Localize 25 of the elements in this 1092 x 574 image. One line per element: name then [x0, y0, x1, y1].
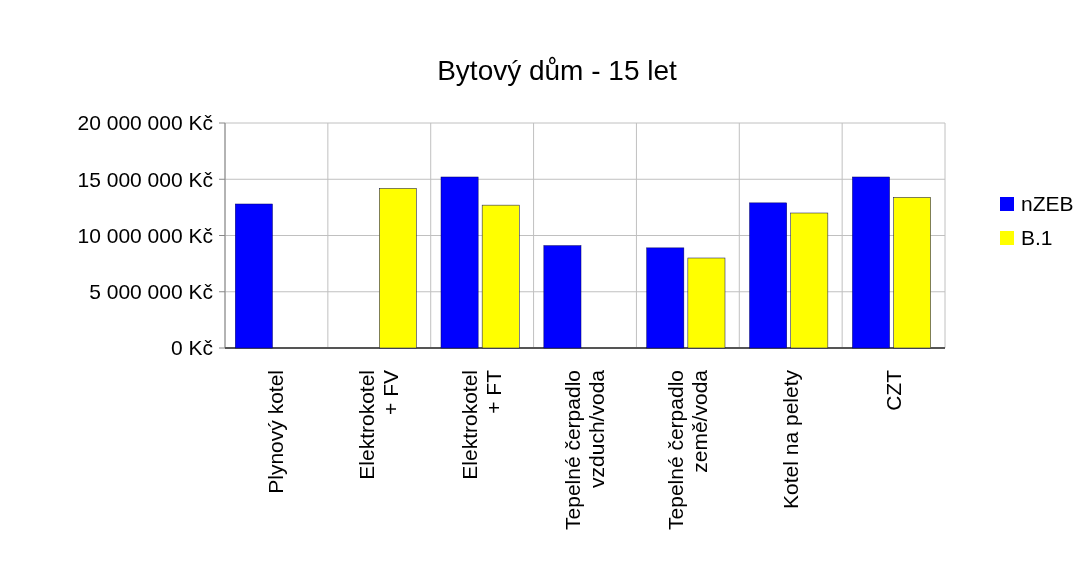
x-tick-label: CZT [881, 369, 905, 411]
legend-label: B.1 [1021, 226, 1053, 250]
y-tick-label: 10 000 000 Kč [77, 223, 213, 247]
x-tick-label: Plynový kotel [264, 370, 288, 494]
bar [235, 203, 273, 349]
x-tick-label: Tepelné čerpadlo vzduch/voda [561, 369, 608, 530]
bar [646, 247, 685, 349]
y-tick-label: 0 Kč [170, 336, 213, 360]
x-tick-label: Elektrokotel + FT [458, 369, 506, 480]
bar [481, 204, 520, 349]
y-tick-label: 20 000 000 Kč [77, 111, 213, 135]
bar [440, 176, 479, 349]
bar [893, 197, 931, 349]
bar [749, 202, 787, 349]
x-tick-label: Elektrokotel + FV [355, 370, 403, 480]
bar [687, 257, 726, 349]
bar [379, 188, 417, 349]
chart-title: Bytový dům - 15 let [437, 55, 678, 86]
bar [790, 212, 829, 349]
bar [543, 245, 582, 349]
y-tick-label: 5 000 000 Kč [89, 280, 213, 304]
y-tick-label: 15 000 000 Kč [77, 167, 213, 191]
bar [852, 176, 890, 349]
legend-label: nZEB [1021, 192, 1074, 216]
x-tick-label: Kotel na pelety [778, 369, 802, 509]
